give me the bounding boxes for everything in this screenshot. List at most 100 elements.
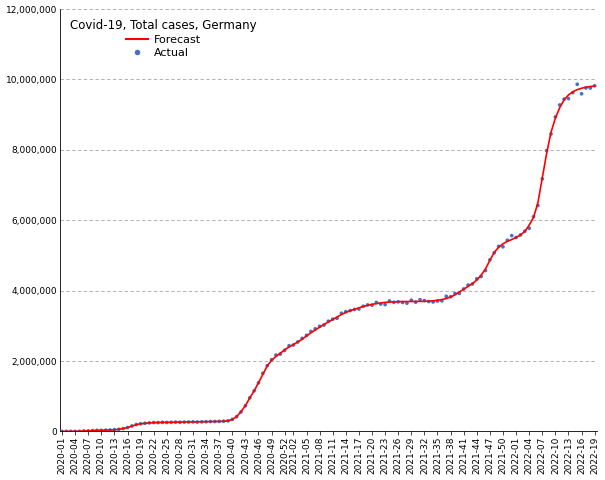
Actual <box>227 416 237 423</box>
Forecast <box>211 419 218 424</box>
Actual <box>381 301 390 309</box>
Forecast <box>89 428 96 433</box>
Actual <box>402 300 412 307</box>
Forecast <box>491 250 498 255</box>
Actual <box>407 296 416 304</box>
Actual <box>332 314 342 322</box>
Actual <box>411 299 420 306</box>
Forecast <box>111 427 118 432</box>
Actual <box>184 418 194 426</box>
Actual <box>302 332 312 339</box>
Actual <box>393 298 403 306</box>
Actual <box>219 417 229 425</box>
Actual <box>494 242 503 250</box>
Actual <box>214 418 224 425</box>
Forecast <box>59 429 66 434</box>
Actual <box>376 300 385 308</box>
Actual <box>489 249 499 257</box>
Actual <box>367 301 377 309</box>
Actual <box>525 224 534 232</box>
Actual <box>363 301 373 309</box>
Actual <box>92 426 102 434</box>
Actual <box>57 428 67 435</box>
Actual <box>559 95 569 103</box>
Actual <box>180 418 189 426</box>
Actual <box>96 427 106 434</box>
Actual <box>341 308 351 315</box>
Actual <box>315 323 324 330</box>
Actual <box>328 315 338 323</box>
Actual <box>385 297 394 305</box>
Actual <box>74 427 84 435</box>
Actual <box>336 310 346 317</box>
Actual <box>472 275 482 283</box>
Actual <box>114 425 123 433</box>
Actual <box>157 419 167 426</box>
Actual <box>446 293 456 300</box>
Actual <box>415 296 425 303</box>
Actual <box>131 420 141 428</box>
Actual <box>371 299 381 306</box>
Actual <box>232 413 241 420</box>
Actual <box>166 419 176 426</box>
Actual <box>310 325 320 333</box>
Actual <box>162 419 172 426</box>
Actual <box>350 306 359 313</box>
Actual <box>223 417 233 425</box>
Actual <box>275 350 285 358</box>
Actual <box>551 113 560 121</box>
Actual <box>136 420 145 428</box>
Actual <box>145 419 154 427</box>
Actual <box>306 328 316 336</box>
Actual <box>206 418 215 425</box>
Actual <box>210 418 220 425</box>
Actual <box>79 427 89 435</box>
Legend: Forecast, Actual: Forecast, Actual <box>65 14 261 63</box>
Actual <box>507 232 517 240</box>
Actual <box>280 347 290 354</box>
Actual <box>127 422 137 430</box>
Actual <box>476 273 486 280</box>
Actual <box>419 297 429 304</box>
Actual <box>324 317 333 325</box>
Actual <box>70 428 80 435</box>
Actual <box>201 418 211 426</box>
Actual <box>293 338 302 346</box>
Actual <box>319 321 329 329</box>
Actual <box>123 424 132 432</box>
Actual <box>454 289 464 297</box>
Actual <box>354 305 364 313</box>
Actual <box>437 297 446 305</box>
Actual <box>175 419 185 426</box>
Actual <box>263 362 272 370</box>
Actual <box>289 341 298 349</box>
Actual <box>433 297 442 305</box>
Actual <box>450 290 460 298</box>
Actual <box>105 426 115 434</box>
Actual <box>241 402 250 409</box>
Actual <box>66 428 76 435</box>
Actual <box>267 356 276 363</box>
Actual <box>188 418 198 426</box>
Actual <box>564 95 574 102</box>
Actual <box>485 256 495 264</box>
Actual <box>542 147 552 155</box>
Actual <box>529 213 538 220</box>
Forecast <box>591 83 598 89</box>
Actual <box>271 351 281 359</box>
Actual <box>424 298 434 305</box>
Actual <box>119 425 128 432</box>
Forecast <box>290 342 297 348</box>
Actual <box>345 307 355 314</box>
Actual <box>555 101 564 109</box>
Actual <box>284 342 294 349</box>
Actual <box>397 299 407 306</box>
Actual <box>428 298 438 306</box>
Actual <box>153 419 163 426</box>
Actual <box>511 234 521 241</box>
Actual <box>249 387 259 395</box>
Actual <box>253 379 263 387</box>
Actual <box>468 280 477 288</box>
Actual <box>463 281 473 289</box>
Actual <box>83 427 93 435</box>
